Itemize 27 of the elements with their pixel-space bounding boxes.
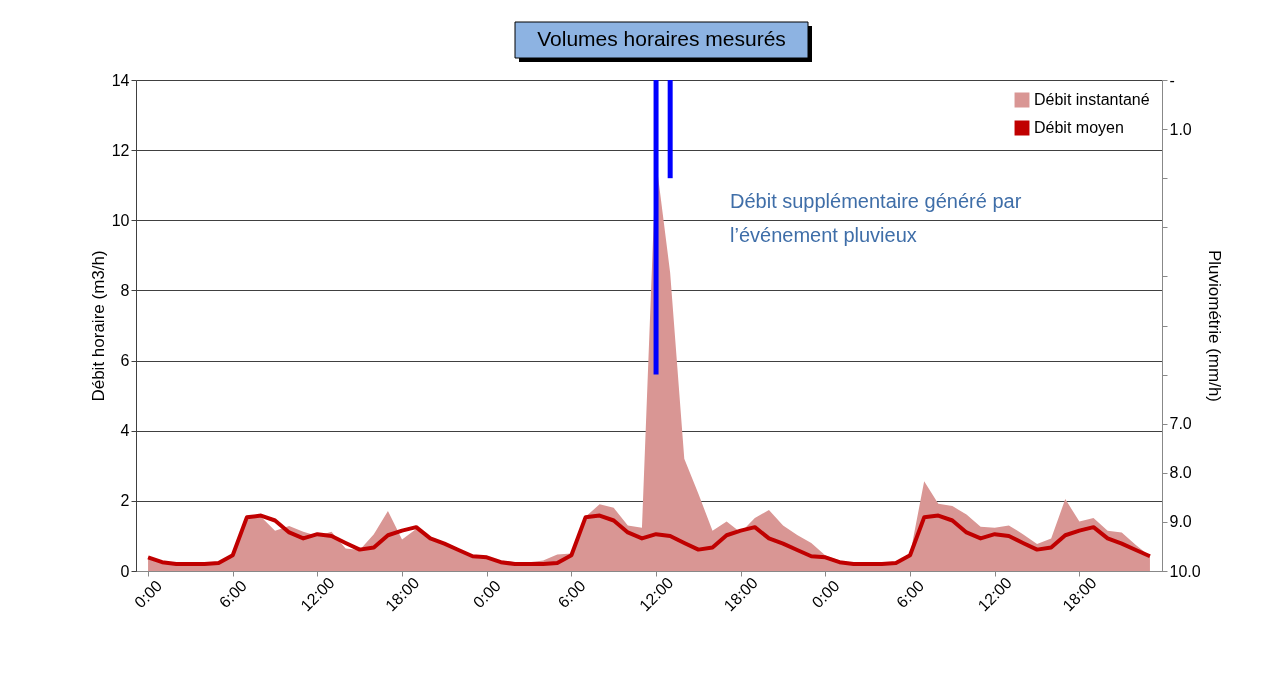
x-tick-label: 0:00 (808, 577, 843, 612)
x-tick-label: 0:00 (131, 577, 166, 612)
y-tick-label: 12 (111, 141, 130, 159)
y2-tick-label: 1.0 (1169, 120, 1192, 138)
y2-tick-label: 10.0 (1169, 562, 1201, 580)
y2-tick-label: 8.0 (1169, 464, 1192, 482)
legend-label: Débit moyen (1034, 119, 1124, 136)
y-tick-label: 0 (120, 562, 130, 580)
x-tick-label: 6:00 (893, 577, 928, 612)
annotation: Débit supplémentaire généré par l’événement pluvieux (730, 190, 1022, 246)
y-tick-label: 6 (120, 352, 130, 370)
legend-label: Débit instantané (1034, 91, 1150, 108)
line-series (146, 513, 1152, 566)
y2-tick-label: 9.0 (1169, 513, 1192, 531)
x-tick-label: 0:00 (469, 577, 504, 612)
x-tick-label: 6:00 (554, 577, 589, 612)
y-tick-label: 10 (111, 211, 130, 229)
y2-tick-label: 7.0 (1169, 415, 1192, 433)
x-tick-label: 6:00 (215, 577, 250, 612)
y-tick-label: 2 (120, 492, 130, 510)
y2-axis-title: Pluviométrie (mm/h) (1204, 249, 1224, 403)
y-tick-label: 8 (120, 281, 130, 299)
y-tick-label: 4 (120, 422, 130, 440)
y-tick-label: 14 (111, 71, 130, 89)
y-axis-title: Débit horaire (m3/h) (88, 250, 108, 402)
y2-tick-label: - (1169, 71, 1175, 89)
chart-title: Volumes horaires mesurés (537, 27, 786, 50)
